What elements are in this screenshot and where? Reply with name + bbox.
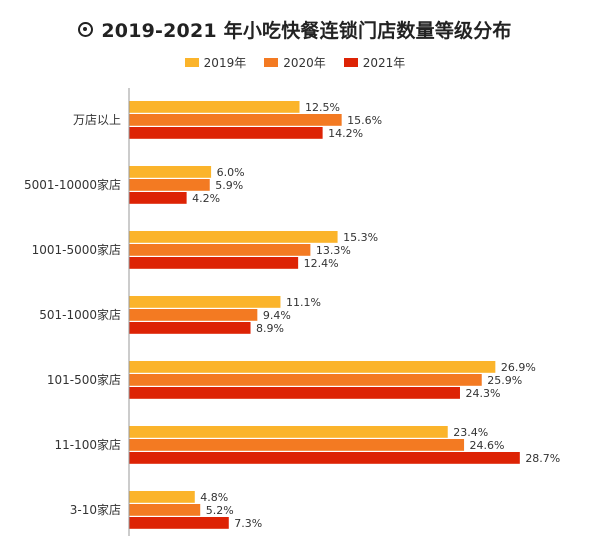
data-label: 15.3%: [343, 231, 378, 244]
bar-2019: [129, 361, 496, 373]
legend-item-2019: 2019年: [184, 54, 247, 71]
bar-2021: [129, 127, 323, 139]
data-label: 14.2%: [328, 127, 363, 140]
bar-2020: [129, 244, 311, 256]
data-label: 28.7%: [525, 452, 560, 465]
legend-swatch-2019: [184, 57, 199, 67]
data-label: 24.3%: [465, 387, 500, 400]
data-label: 25.9%: [487, 374, 522, 387]
bar-2021: [129, 257, 299, 269]
bar-2020: [129, 114, 342, 126]
data-label: 9.4%: [263, 309, 291, 322]
legend-swatch-2021: [343, 57, 358, 67]
bar-2020: [129, 309, 258, 321]
category-label: 11-100家店: [54, 437, 121, 452]
data-label: 26.9%: [501, 361, 536, 374]
data-label: 23.4%: [453, 426, 488, 439]
data-label: 12.5%: [305, 101, 340, 114]
data-label: 4.8%: [200, 491, 228, 504]
category-label: 万店以上: [73, 113, 121, 127]
category-label: 1001-5000家店: [32, 242, 121, 257]
bar-2019: [129, 166, 212, 178]
bar-2020: [129, 374, 482, 386]
bar-2021: [129, 387, 460, 399]
category-label: 5001-10000家店: [24, 177, 121, 192]
bar-2019: [129, 426, 448, 438]
data-label: 8.9%: [256, 322, 284, 335]
bar-2020: [129, 179, 210, 191]
bar-group: 5001-10000家店 6.0%5.9%4.2%: [24, 166, 245, 205]
bar-2021: [129, 517, 229, 529]
data-label: 5.2%: [206, 504, 234, 517]
legend-item-2020: 2020年: [264, 54, 326, 71]
data-label: 12.4%: [304, 257, 339, 270]
bar-group: 1001-5000家店 15.3%13.3%12.4%: [32, 231, 378, 270]
category-label: 3-10家店: [70, 502, 121, 517]
bar-2019: [129, 101, 300, 113]
data-label: 6.0%: [217, 166, 245, 179]
data-label: 5.9%: [215, 179, 243, 192]
bar-2021: [129, 322, 251, 334]
bar-2019: [129, 491, 195, 503]
bar-group: 11-100家店 23.4%24.6% 28.7%: [54, 426, 560, 465]
data-label: 11.1%: [286, 296, 321, 309]
bar-group: 万店以上 12.5% 15.6%14.2%: [73, 101, 382, 140]
bar-2020: [129, 504, 201, 516]
legend-item-2021: 2021年: [343, 54, 406, 71]
target-icon: [78, 21, 94, 37]
bar-group: 501-1000家店 11.1%9.4%8.9%: [39, 296, 321, 335]
bar-2021: [129, 192, 187, 204]
data-label: 13.3%: [316, 244, 351, 257]
bar-2021: [129, 452, 520, 464]
legend-label-2019: 2019年: [203, 55, 247, 70]
data-label: 24.6%: [470, 439, 505, 452]
bar-2020: [129, 439, 465, 451]
legend-label-2021: 2021年: [362, 55, 406, 70]
legend-label-2020: 2020年: [283, 55, 326, 70]
chart-title-row: 2019-2021 年小吃快餐连锁门店数量等级分布: [0, 14, 590, 44]
bar-2019: [129, 296, 281, 308]
bar-group: 3-10家店 4.8%5.2%7.3%: [70, 491, 262, 530]
legend: 2019年 2020年 2021年: [0, 53, 590, 71]
data-label: 4.2%: [192, 192, 220, 205]
legend-swatch-2020: [264, 57, 279, 67]
data-label: 15.6%: [347, 114, 382, 127]
data-label: 7.3%: [234, 517, 262, 530]
bar-group: 101-500家店 26.9%25.9%24.3%: [47, 361, 536, 400]
chart-title: 2019-2021 年小吃快餐连锁门店数量等级分布: [101, 19, 512, 42]
category-label: 501-1000家店: [39, 307, 121, 322]
category-label: 101-500家店: [47, 372, 121, 387]
bar-2019: [129, 231, 338, 243]
